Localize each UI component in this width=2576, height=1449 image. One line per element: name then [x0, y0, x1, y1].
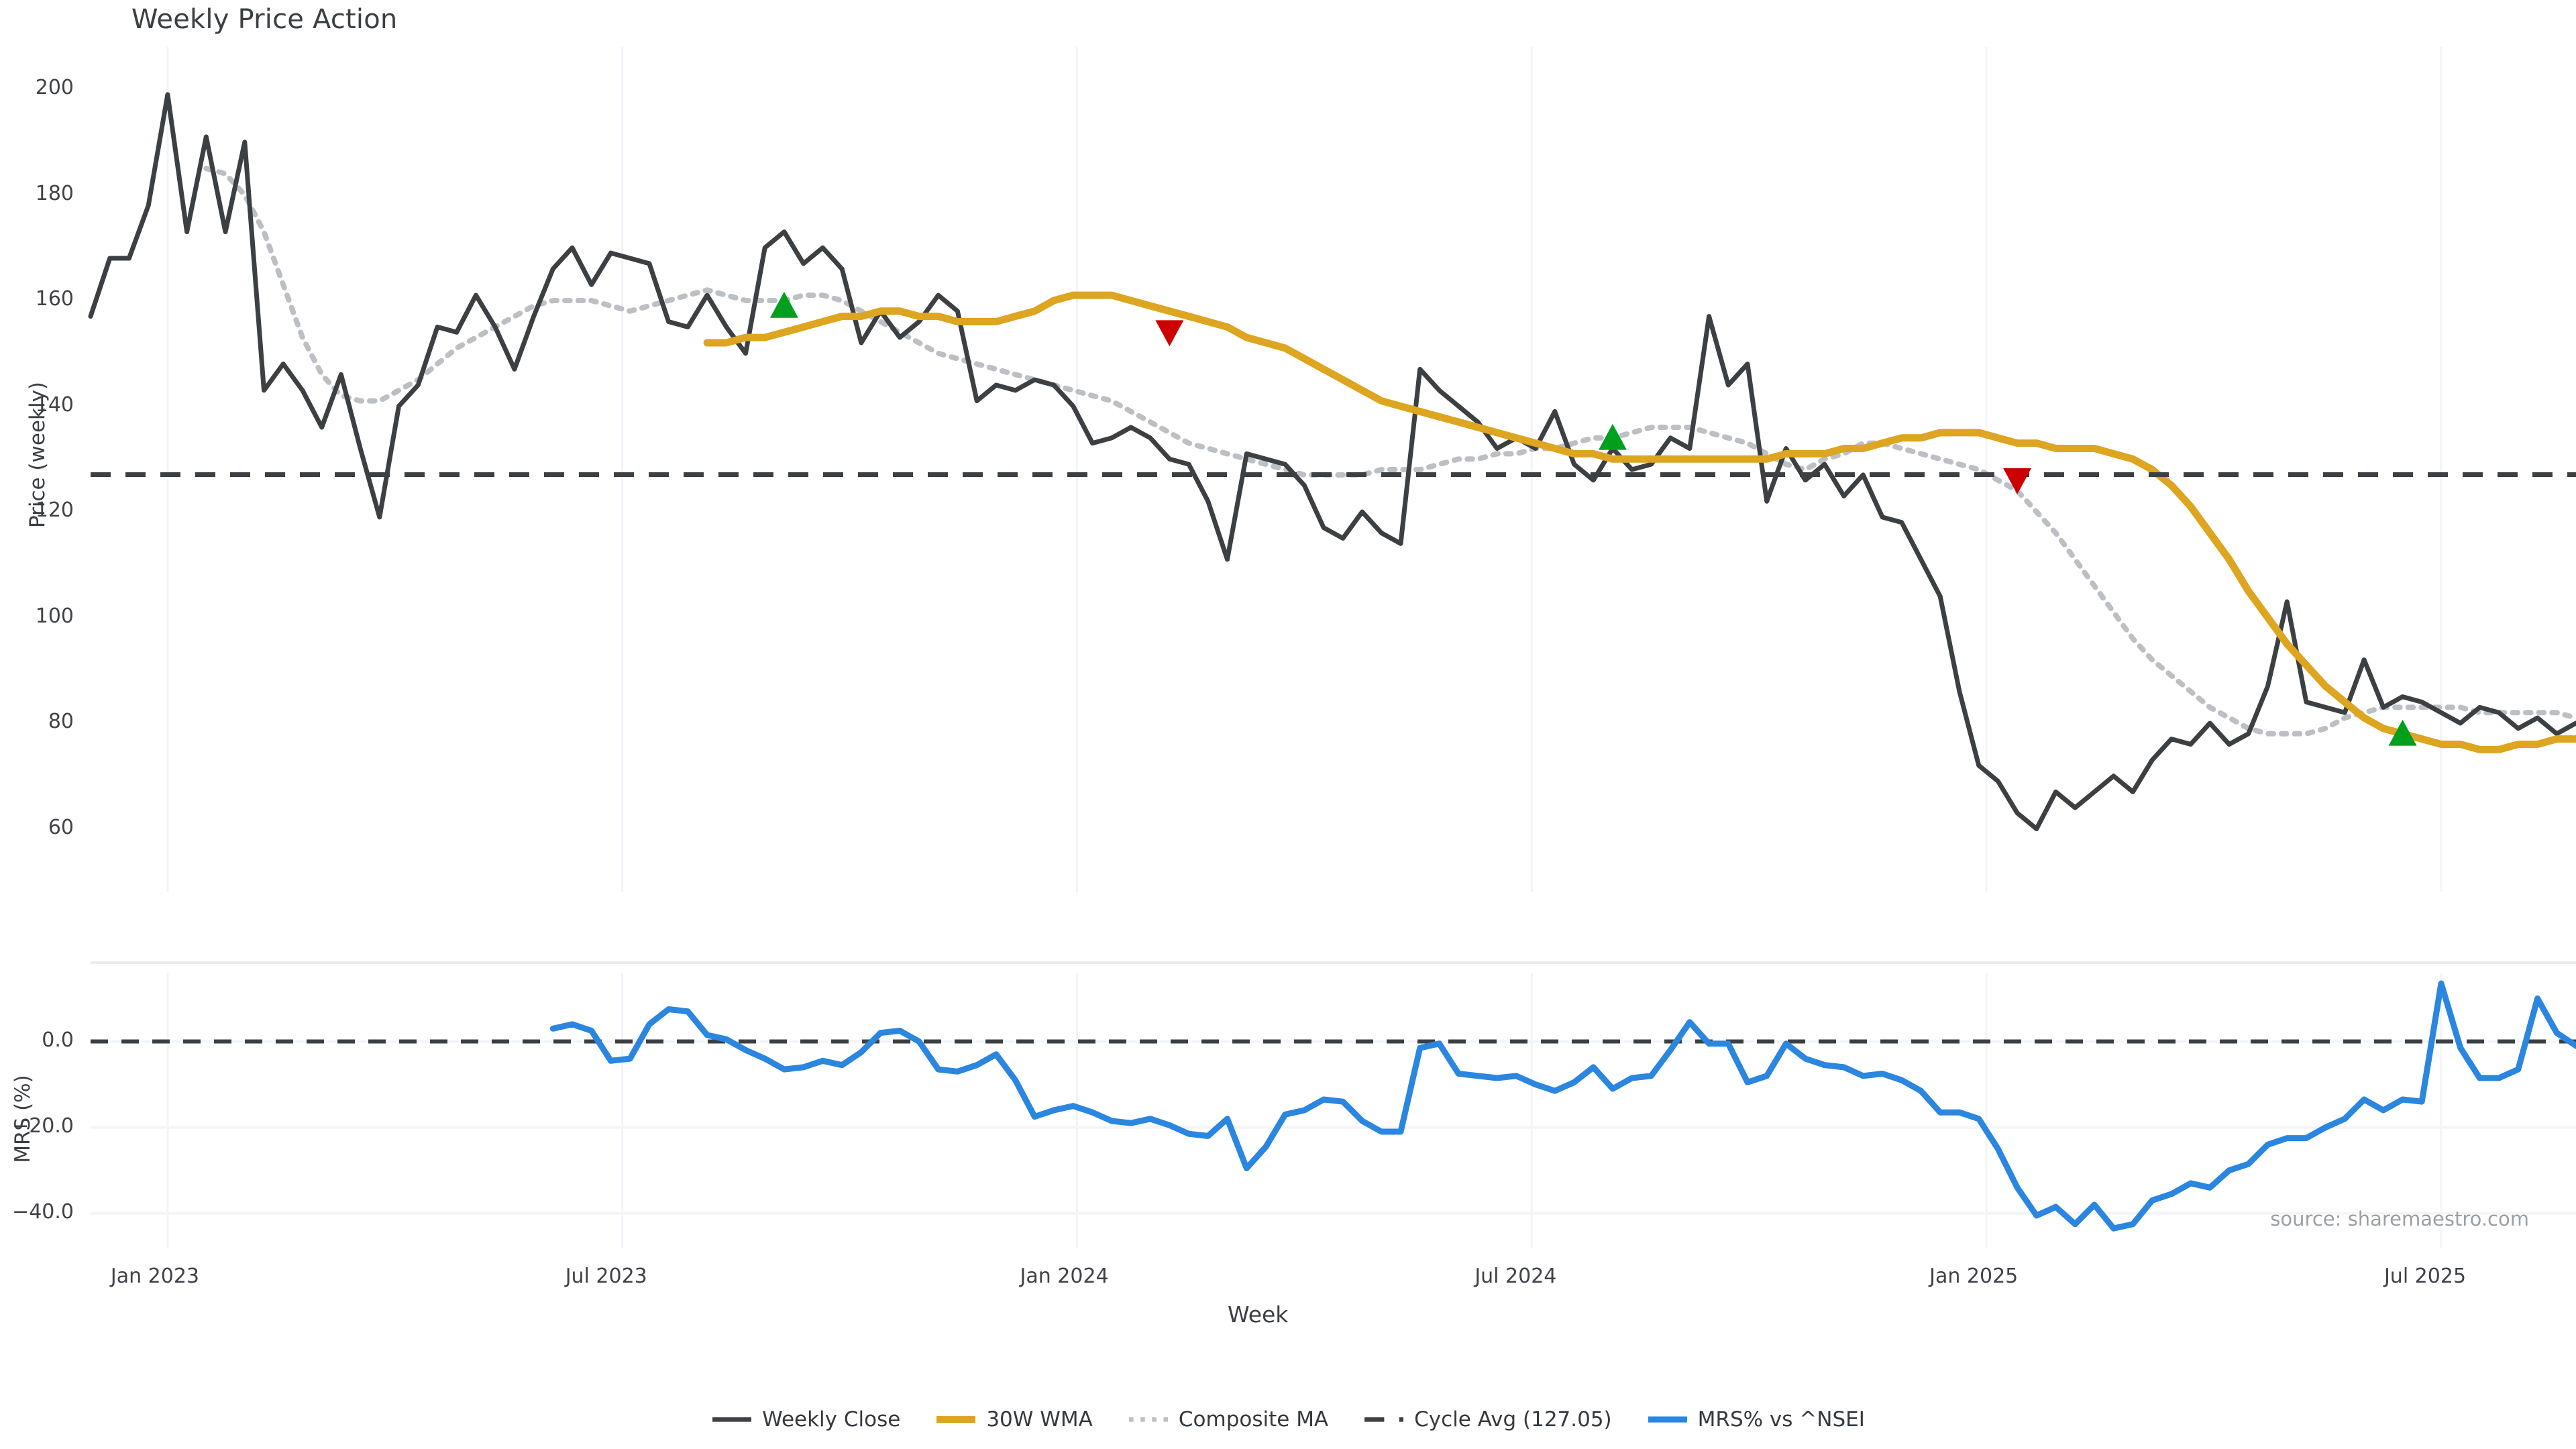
price-y-tick: 180: [35, 181, 74, 205]
legend-label: Weekly Close: [762, 1407, 901, 1432]
legend-swatch: [712, 1417, 752, 1422]
chart-legend: Weekly Close 30W WMA Composite MA Cycle Avg…: [0, 1407, 2576, 1432]
gridlines: [91, 47, 2576, 1248]
x-tick: Jul 2024: [1474, 1265, 1557, 1288]
mrs-y-tick: 0.0: [42, 1028, 74, 1052]
legend-swatch: [1128, 1417, 1168, 1422]
legend-swatch: [936, 1416, 976, 1423]
x-axis-label: Week: [1228, 1301, 1289, 1328]
series-30w-wma: [703, 291, 2576, 753]
price-y-tick: 140: [35, 392, 74, 417]
legend-label: Cycle Avg (127.05): [1414, 1407, 1612, 1432]
legend-swatch: [1648, 1416, 1687, 1423]
mrs-y-tick: −40.0: [12, 1199, 74, 1224]
mrs-panel-series: [91, 980, 2576, 1232]
mrs-y-tick: −20.0: [12, 1114, 74, 1138]
x-tick: Jan 2025: [1929, 1265, 2019, 1288]
buy-signal-marker: [769, 291, 798, 318]
price-y-tick: 120: [35, 498, 74, 522]
series-weekly-close: [88, 92, 2576, 831]
series-mrs: [549, 980, 2576, 1232]
legend-item[interactable]: 30W WMA: [935, 1407, 1093, 1432]
x-tick: Jan 2024: [1020, 1265, 1109, 1288]
price-y-tick: 60: [48, 815, 74, 839]
legend-label: 30W WMA: [986, 1407, 1093, 1432]
mrs-axis-label: MRS (%): [11, 1075, 35, 1163]
x-tick: Jan 2023: [110, 1265, 200, 1288]
price-y-tick: 200: [35, 76, 74, 99]
x-tick: Jul 2025: [2383, 1265, 2467, 1288]
legend-item[interactable]: MRS% vs ^NSEI: [1647, 1407, 1865, 1432]
series-composite-ma: [203, 166, 2576, 737]
buy-signal-marker: [2388, 719, 2417, 746]
price-axis-label: Price (weekly): [25, 381, 50, 529]
legend-label: MRS% vs ^NSEI: [1697, 1407, 1865, 1432]
legend-label: Composite MA: [1178, 1407, 1329, 1432]
legend-item[interactable]: Composite MA: [1128, 1407, 1328, 1432]
signal-markers: [769, 291, 2417, 746]
price-y-tick: 160: [35, 287, 74, 311]
source-attribution: source: sharemaestro.com: [2270, 1208, 2529, 1230]
x-tick: Jul 2023: [565, 1265, 647, 1288]
legend-swatch: [1364, 1417, 1404, 1422]
sell-signal-marker: [2003, 468, 2032, 494]
buy-signal-marker: [1598, 423, 1627, 450]
price-y-tick: 80: [48, 710, 74, 733]
price-y-tick: 100: [35, 604, 74, 628]
chart-title: Weekly Price Action: [131, 4, 398, 35]
legend-item[interactable]: Cycle Avg (127.05): [1363, 1407, 1612, 1432]
price-panel-series: [88, 92, 2576, 831]
legend-item[interactable]: Weekly Close: [711, 1407, 900, 1432]
sell-signal-marker: [1155, 320, 1184, 347]
